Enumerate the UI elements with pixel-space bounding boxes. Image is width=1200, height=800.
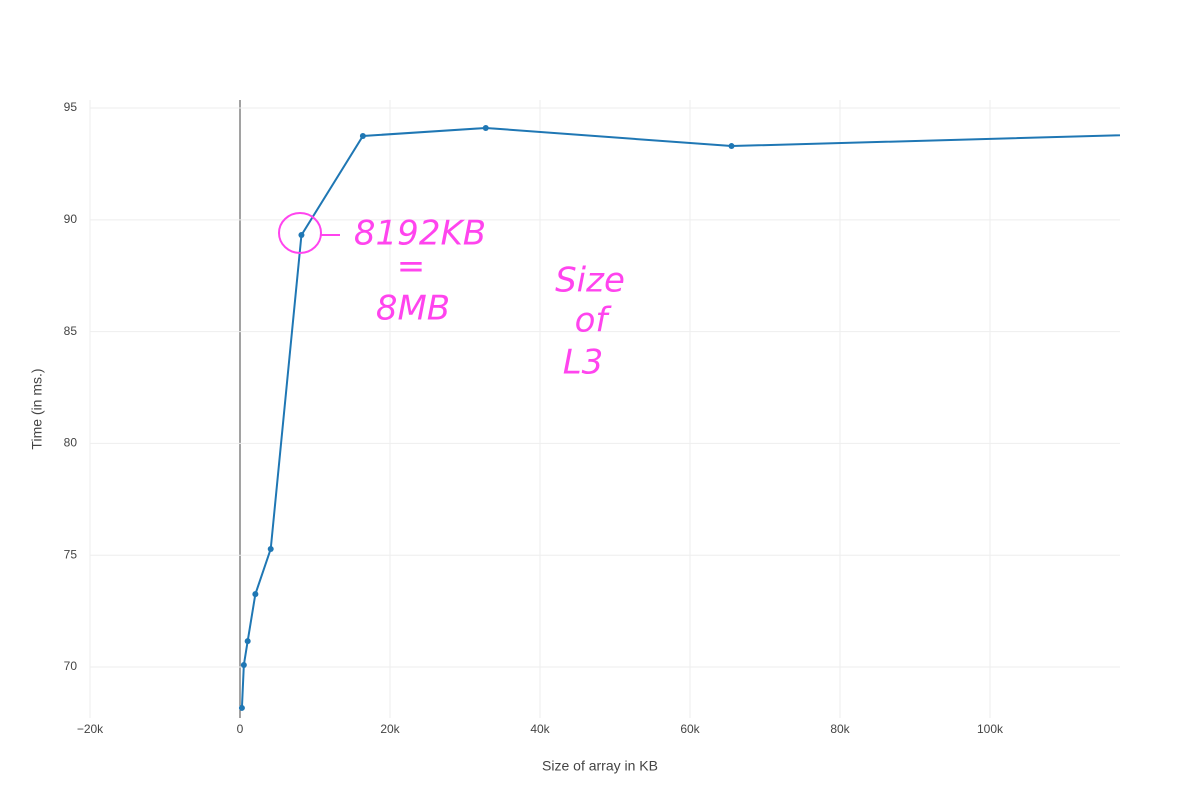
annotation: L3 [563,343,604,383]
point [238,704,245,711]
y-axis-title: Time (in ms.) [29,368,45,449]
highlight-circle [278,212,322,254]
point [728,143,735,150]
x-tick-label: −20k [77,722,104,736]
grid [89,100,1120,718]
x-tick-label: 20k [380,722,400,736]
y-tick-label: 95 [64,100,78,114]
x-tick-label: 100k [977,722,1004,736]
y-tick-label: 75 [64,547,78,561]
y-tick-label: 90 [64,212,78,226]
point [267,545,274,552]
point [482,124,489,131]
annotation: 8192KB [354,214,486,254]
annotation: Size [555,261,625,301]
point [252,591,259,598]
point [298,232,305,239]
point [240,662,247,669]
point [244,638,251,645]
y-tick-label: 70 [64,659,78,673]
series-line [240,126,1120,708]
annotation: 8MB [376,289,450,329]
x-tick-label: 80k [830,722,850,736]
y-tick-label: 85 [64,324,78,338]
point [359,132,366,139]
annotation: of [575,301,613,341]
x-tick-label: 0 [237,722,244,736]
y-tick-label: 80 [64,436,78,450]
x-tick-label: 60k [680,722,700,736]
x-axis-title: Size of array in KB [542,758,658,774]
annotation: = [397,247,426,287]
x-tick-label: 40k [530,722,550,736]
plot-area [238,124,1120,711]
